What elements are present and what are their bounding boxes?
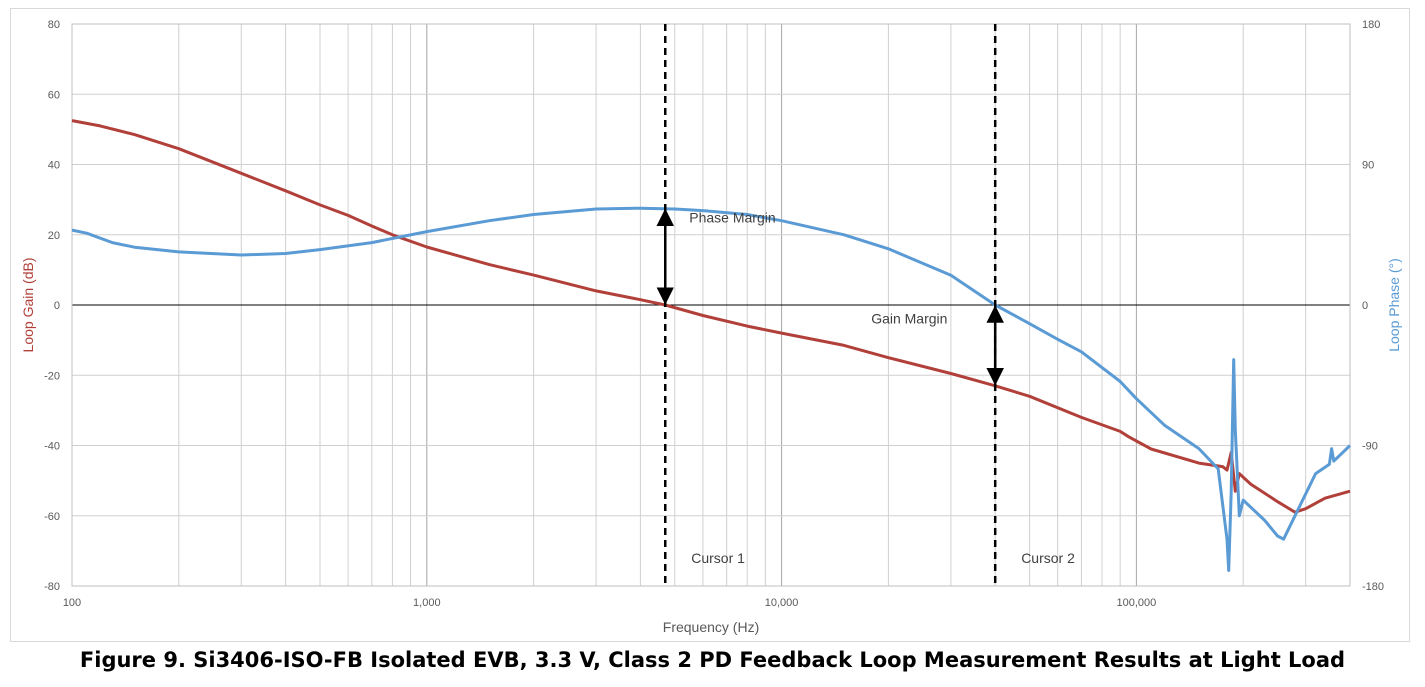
plot-area-border <box>71 23 1351 587</box>
figure-caption: Figure 9. Si3406-ISO-FB Isolated EVB, 3.… <box>79 648 1346 672</box>
left-y-tick-label: 20 <box>48 230 60 242</box>
left-y-tick-label: -40 <box>44 441 60 453</box>
right-y-axis-title: Loop Phase (°) <box>1386 258 1402 352</box>
phase-margin-label: Phase Margin <box>689 210 775 226</box>
left-y-tick-label: 60 <box>48 89 60 101</box>
left-y-axis-title: Loop Gain (dB) <box>20 258 36 353</box>
x-axis-title: Frequency (Hz) <box>663 619 759 635</box>
x-tick-label: 100 <box>63 597 81 609</box>
chart-frame: Cursor 1 Cursor 2 Phase Margin Gain Margin … <box>10 8 1410 642</box>
left-y-tick-label: 40 <box>48 160 60 172</box>
left-y-tick-label: -20 <box>44 370 60 382</box>
right-y-tick-label: 0 <box>1362 300 1368 312</box>
cursor-label-1: Cursor 1 <box>691 550 745 566</box>
right-y-tick-label: -90 <box>1362 441 1378 453</box>
right-y-tick-label: 90 <box>1362 160 1374 172</box>
right-y-tick-label: 180 <box>1362 19 1380 31</box>
left-y-tick-label: 80 <box>48 19 60 31</box>
left-y-tick-label: 0 <box>54 300 60 312</box>
x-tick-label: 10,000 <box>765 597 799 609</box>
x-tick-label: 1,000 <box>413 597 441 609</box>
cursor-label-2: Cursor 2 <box>1021 550 1075 566</box>
left-y-tick-label: -80 <box>44 581 60 593</box>
loop-gain-line <box>71 119 1351 514</box>
x-tick-label: 100,000 <box>1117 597 1157 609</box>
gain-margin-label: Gain Margin <box>871 310 947 326</box>
right-y-tick-label: -180 <box>1362 581 1384 593</box>
left-y-tick-label: -60 <box>44 511 60 523</box>
loop-phase-line <box>71 206 1352 572</box>
